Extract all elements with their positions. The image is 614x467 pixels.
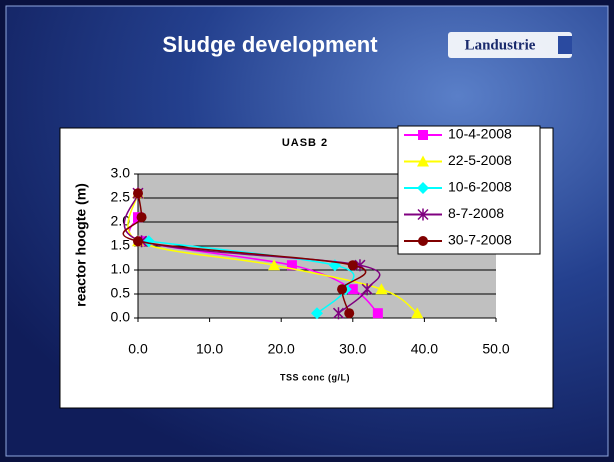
y-tick-label: 0.0 [111,309,131,325]
y-tick-label: 1.0 [111,261,131,277]
logo-icon [558,36,572,54]
legend-label: 10-4-2008 [448,126,512,142]
marker [136,212,147,223]
marker [133,188,143,199]
legend-label: 10-6-2008 [448,179,512,195]
y-axis-label: reactor hoogte (m) [73,183,89,307]
x-axis-label: TSS conc (g/L) [280,372,350,382]
x-tick-label: 20.0 [268,341,295,357]
marker [361,283,373,296]
slide-title: Sludge development [162,32,378,57]
marker [311,307,323,320]
marker [347,284,358,295]
legend-marker [417,182,429,194]
marker [411,307,424,319]
marker [337,284,348,295]
marker [344,308,355,319]
marker [133,236,143,247]
series-line [148,240,355,314]
x-tick-label: 10.0 [196,341,223,357]
marker [372,308,383,319]
marker [347,260,358,271]
x-tick-label: 40.0 [411,341,438,357]
logo-box [448,32,572,58]
marker [332,307,345,320]
marker [268,259,281,271]
x-tick-label: 0.0 [128,341,148,357]
legend-marker [418,236,428,246]
y-tick-label: 3.0 [111,165,131,181]
legend-marker [417,208,429,221]
chart-title: UASB 2 [282,137,328,149]
x-tick-label: 50.0 [482,341,509,357]
legend-label: 22-5-2008 [448,152,512,168]
x-tick-label: 30.0 [339,341,366,357]
marker [286,260,297,271]
legend-label: 8-7-2008 [448,205,504,221]
legend-marker [417,155,429,167]
legend-marker [418,130,428,140]
legend-label: 30-7-2008 [448,232,512,248]
chart: 0.00.51.01.52.02.53.00.0 10.0 20.0 30.0 40.0… [73,125,541,382]
y-tick-label: 2.5 [111,189,131,205]
marker [375,283,388,295]
y-tick-label: 1.5 [111,237,131,253]
logo: Landustrie [465,37,536,53]
y-tick-label: 0.5 [111,285,131,301]
